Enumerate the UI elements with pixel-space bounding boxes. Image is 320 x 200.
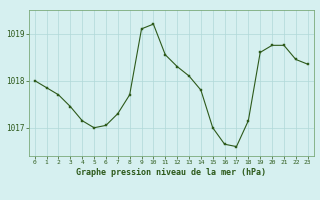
X-axis label: Graphe pression niveau de la mer (hPa): Graphe pression niveau de la mer (hPa) xyxy=(76,168,266,177)
